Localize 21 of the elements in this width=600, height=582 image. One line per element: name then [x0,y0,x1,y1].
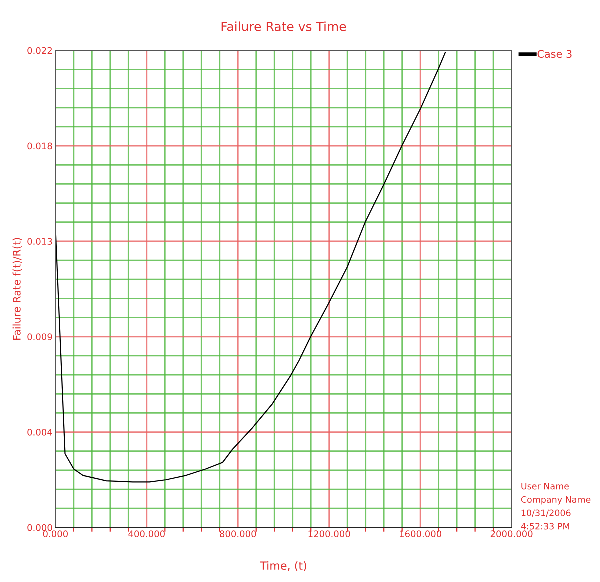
y-tick-label: 0.022 [28,47,52,54]
line-series [56,52,446,483]
x-tick-label: 400.000 [128,530,165,538]
y-axis-title: Failure Rate f(t)/R(t) [12,238,22,340]
y-tick-label: 0.009 [28,334,52,340]
y-tick-label: 0.018 [28,142,52,150]
chart-title: Failure Rate vs Time [222,22,346,32]
y-tick-label: 0.004 [28,429,52,436]
x-axis-title: Time, (t) [260,561,306,572]
x-tick-label: 1600.000 [400,530,442,538]
legend-label: Case 3 [538,50,572,58]
text: Company Name [521,496,591,505]
x-tick-label: 2000.000 [490,530,533,538]
x-tick-label: 0.000 [43,530,68,538]
text: 10/31/2006 [522,510,571,518]
y-tick-label: 0.013 [28,238,52,246]
x-tick-label: 800.000 [220,530,256,538]
x-tick-label: 1200.000 [308,530,350,538]
text: User Name [522,483,569,490]
text: 4:52:33 PM [521,523,570,530]
y-tick-label: 0.000 [28,524,52,532]
